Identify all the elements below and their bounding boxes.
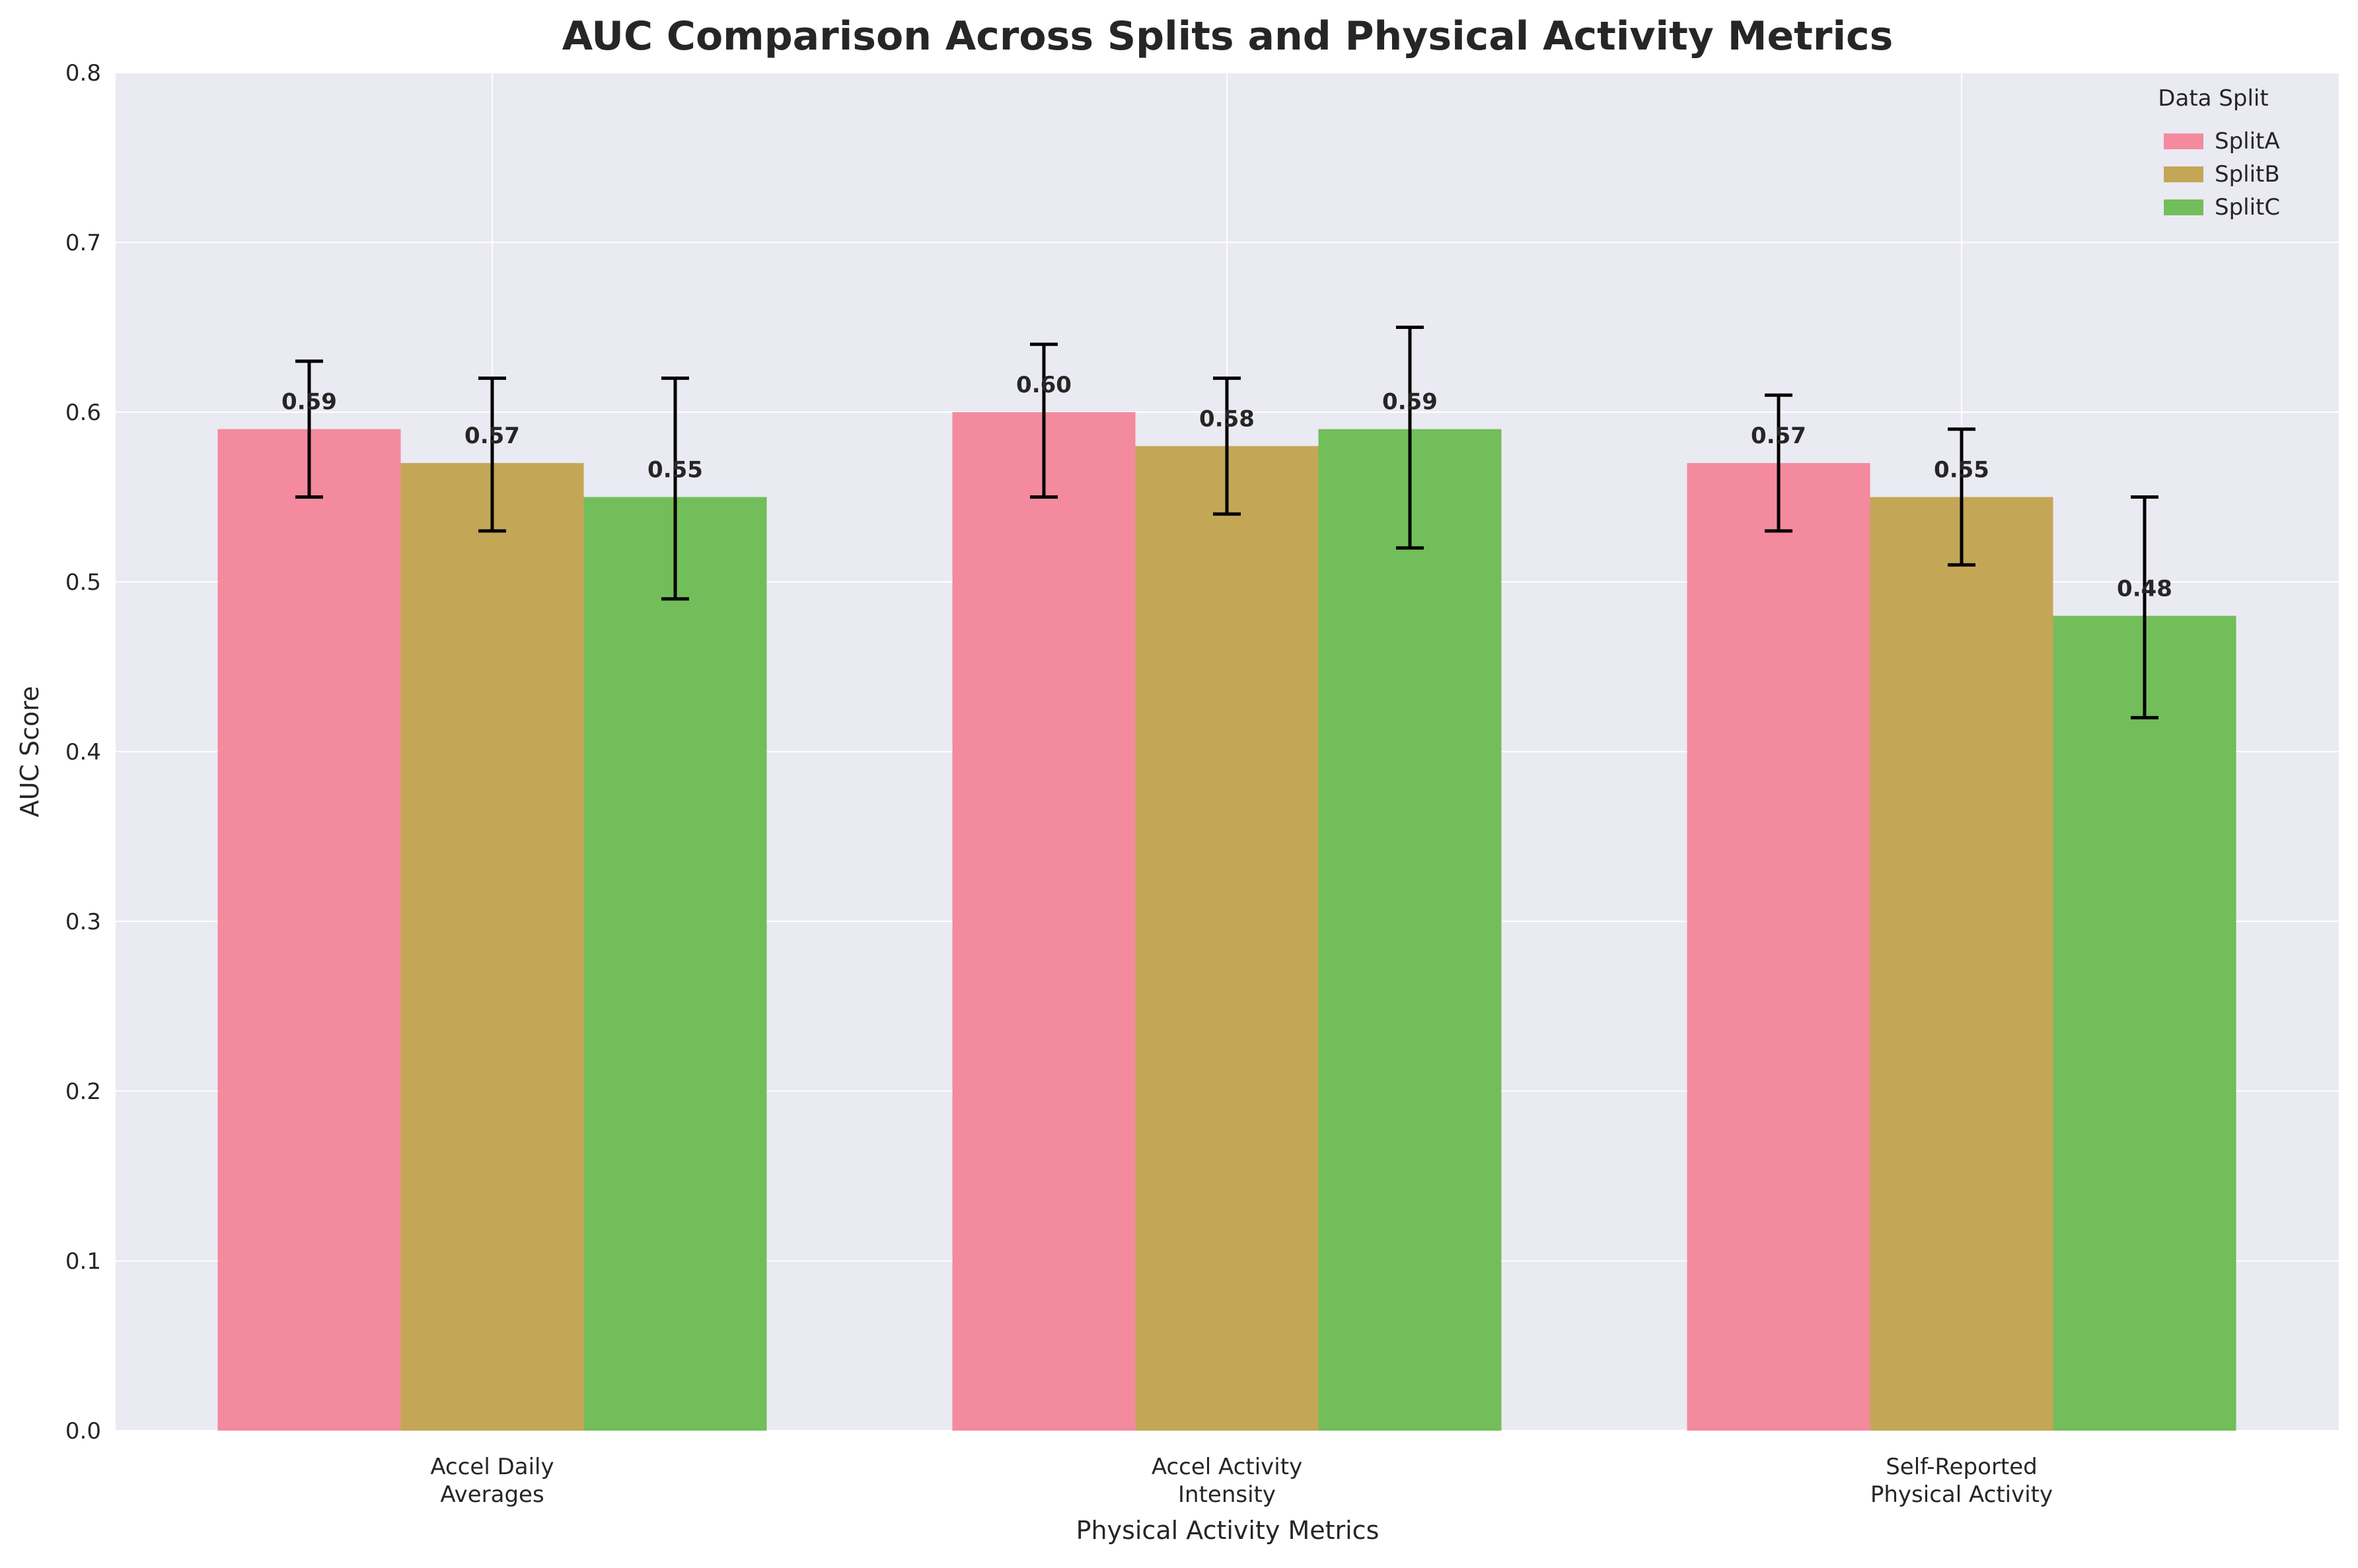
bar-value-label: 0.57 (1751, 423, 1806, 449)
legend-swatch-splita (2164, 133, 2203, 149)
bar-splita (1687, 463, 1870, 1431)
legend-swatch-splitc (2164, 199, 2203, 215)
y-axis-label: AUC Score (15, 686, 44, 818)
bar-value-label: 0.55 (1934, 457, 1989, 483)
bar-splitb (400, 463, 584, 1431)
y-tick-label: 0.8 (65, 60, 101, 87)
legend-swatch-splitb (2164, 166, 2203, 182)
legend-label-splita: SplitA (2215, 128, 2280, 155)
bar-splita (217, 429, 401, 1431)
chart-title: AUC Comparison Across Splits and Physica… (562, 13, 1894, 59)
x-tick-label: Accel Daily Averages (430, 1454, 554, 1508)
bar-splitc (1318, 429, 1502, 1431)
y-tick-label: 0.7 (65, 230, 101, 256)
bar-value-label: 0.58 (1199, 406, 1255, 432)
bar-value-label: 0.60 (1016, 372, 1072, 398)
bar-value-label: 0.57 (464, 423, 520, 449)
bar-splitb (1870, 497, 2053, 1431)
y-tick-label: 0.4 (65, 739, 101, 766)
y-tick-label: 0.1 (65, 1248, 101, 1275)
bar-splita (952, 412, 1136, 1431)
bar-splitb (1135, 446, 1319, 1431)
y-tick-label: 0.6 (65, 400, 101, 426)
x-tick-label: Self-Reported Physical Activity (1870, 1454, 2053, 1508)
bars (217, 412, 2236, 1431)
bar-value-label: 0.59 (1382, 389, 1438, 415)
legend-label-splitb: SplitB (2215, 161, 2280, 188)
x-tick-label: Accel Activity Intensity (1152, 1454, 1302, 1508)
x-axis-label: Physical Activity Metrics (1076, 1516, 1380, 1545)
y-tick-labels: 0.0 0.1 0.2 0.3 0.4 0.5 0.6 0.7 0.8 (65, 60, 101, 1444)
y-tick-label: 0.0 (65, 1418, 101, 1444)
error-bars (295, 326, 2158, 720)
y-tick-label: 0.3 (65, 909, 101, 935)
bar-splitc (583, 497, 767, 1431)
bar-value-label: 0.55 (647, 457, 703, 483)
legend: Data Split SplitA SplitB SplitC (2158, 85, 2280, 221)
bar-value-label: 0.48 (2117, 575, 2172, 602)
x-tick-labels: Accel Daily Averages Accel Activity Intensi… (430, 1454, 2053, 1508)
bar-value-label: 0.59 (281, 389, 337, 415)
y-tick-label: 0.2 (65, 1079, 101, 1105)
legend-label-splitc: SplitC (2215, 194, 2280, 221)
legend-title: Data Split (2158, 85, 2268, 112)
y-tick-label: 0.5 (65, 569, 101, 596)
bar-value-labels: 0.59 0.60 0.57 0.57 0.58 0.55 0.55 0.59 0.48 (281, 372, 2172, 602)
bar-splitc (2053, 616, 2236, 1431)
